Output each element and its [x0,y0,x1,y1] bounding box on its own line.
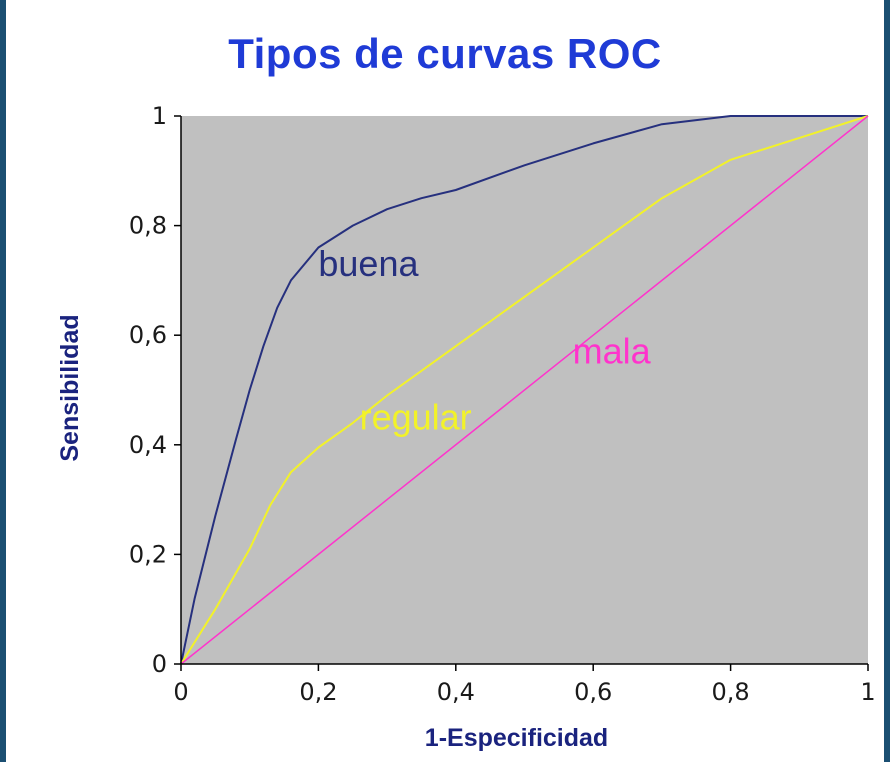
x-tick-label: 0 [173,678,188,706]
series-label-mala: mala [573,331,652,372]
chart-title: Tipos de curvas ROC [228,30,662,77]
chart-frame: Tipos de curvas ROC 0 0,2 0,4 0,6 0,8 1 0 0,2 0,… [6,0,884,762]
axis-layer [174,115,869,671]
x-tick-label: 0,6 [574,678,612,706]
series-line-regular [180,115,869,665]
y-tick-label: 0,6 [129,321,167,349]
y-tick-label: 0 [152,650,167,678]
x-tick-label: 1 [860,678,875,706]
y-tick-label: 1 [152,102,167,130]
series-label-regular: regular [360,396,472,437]
series-line-mala [180,115,869,665]
roc-chart: 0 0,2 0,4 0,6 0,8 1 0 0,2 0,4 0,6 0,8 1 buena regula… [56,102,876,752]
series-label-buena: buena [318,243,419,284]
x-tick-label: 0,4 [437,678,475,706]
y-tick-label: 0,2 [129,540,167,568]
annotation-layer: buena regular mala [318,243,651,437]
tick-layer: 0 0,2 0,4 0,6 0,8 1 0 0,2 0,4 0,6 0,8 1 [129,102,876,706]
x-axis-title: 1-Especificidad [425,724,608,752]
x-tick-label: 0,8 [712,678,750,706]
y-axis-title: Sensibilidad [56,314,84,461]
series-layer [180,115,869,665]
x-tick-label: 0,2 [299,678,337,706]
y-tick-label: 0,8 [129,212,167,240]
series-line-buena [180,115,868,665]
y-tick-label: 0,4 [129,431,167,459]
